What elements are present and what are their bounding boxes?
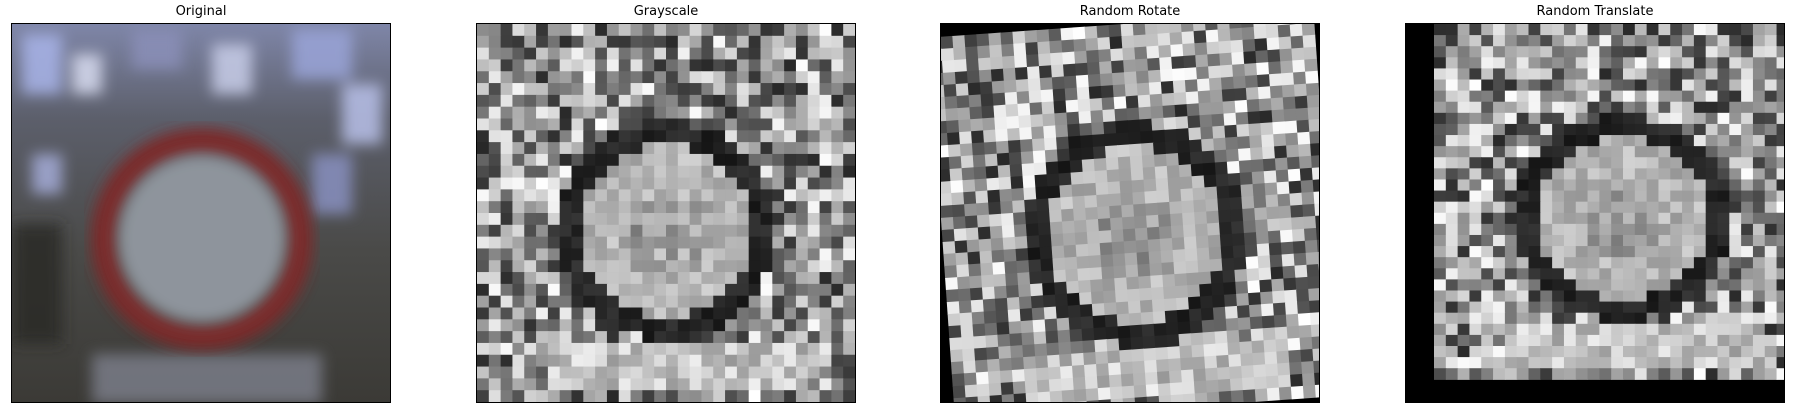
grayscale-photo — [477, 24, 855, 402]
panel-title: Random Rotate — [1079, 4, 1181, 19]
panel-original: Original — [11, 0, 391, 412]
translated-photo — [1406, 24, 1784, 402]
image-grayscale — [476, 23, 856, 403]
panel-title: Random Translate — [1536, 4, 1654, 19]
panel-random-translate: Random Translate — [1405, 0, 1785, 412]
image-random-translate — [1405, 23, 1785, 403]
pixel-grid — [941, 24, 1319, 402]
pixel-grid — [1434, 24, 1784, 380]
original-photo — [12, 24, 390, 402]
image-random-rotate — [940, 23, 1320, 403]
panel-random-rotate: Random Rotate — [940, 0, 1320, 412]
pixel-grid — [477, 24, 855, 402]
rotated-photo — [941, 24, 1319, 402]
panel-grayscale: Grayscale — [476, 0, 856, 412]
image-original — [11, 23, 391, 403]
panel-title: Grayscale — [633, 4, 699, 19]
panel-title: Original — [175, 4, 227, 19]
